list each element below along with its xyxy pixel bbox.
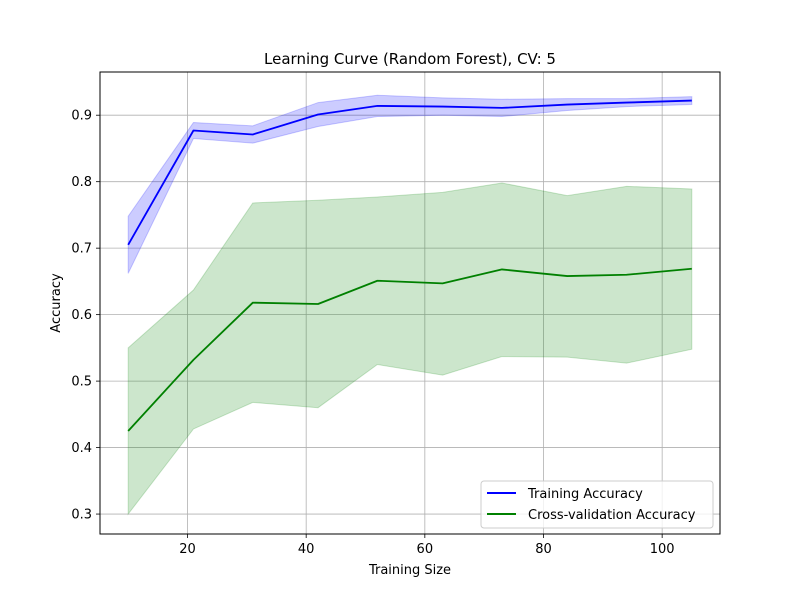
x-tick-label: 80 bbox=[535, 542, 552, 557]
legend-label-cv: Cross-validation Accuracy bbox=[528, 508, 696, 523]
plot-background bbox=[100, 72, 720, 534]
y-tick-label: 0.7 bbox=[71, 242, 92, 257]
x-axis-label: Training Size bbox=[368, 563, 451, 578]
y-tick-label: 0.3 bbox=[71, 508, 92, 523]
y-ticks: 0.3 0.4 0.5 0.6 0.7 0.8 0.9 bbox=[71, 109, 100, 523]
x-tick-label: 20 bbox=[179, 542, 196, 557]
plot-frame bbox=[99, 71, 721, 535]
x-tick-label: 100 bbox=[650, 542, 675, 557]
y-axis-label: Accuracy bbox=[49, 273, 64, 333]
x-tick-label: 60 bbox=[417, 542, 434, 557]
axes bbox=[99, 71, 721, 535]
training-std-band bbox=[127, 94, 693, 274]
training-accuracy-line bbox=[127, 99, 692, 246]
cross-validation-accuracy-line bbox=[127, 267, 692, 432]
grid-lines bbox=[100, 72, 720, 534]
y-tick-label: 0.6 bbox=[71, 308, 92, 323]
series-lines bbox=[127, 99, 692, 432]
y-tick-label: 0.5 bbox=[71, 375, 92, 390]
legend: Training Accuracy Cross-validation Accur… bbox=[480, 480, 714, 529]
legend-box bbox=[480, 480, 714, 529]
cross-validation-std-band bbox=[127, 182, 693, 516]
y-tick-label: 0.9 bbox=[71, 109, 92, 124]
legend-label-training: Training Accuracy bbox=[527, 487, 643, 502]
y-tick-label: 0.4 bbox=[71, 441, 92, 456]
chart-title: Learning Curve (Random Forest), CV: 5 bbox=[264, 50, 556, 68]
x-tick-label: 40 bbox=[298, 542, 315, 557]
y-tick-label: 0.8 bbox=[71, 175, 92, 190]
plot-area bbox=[100, 72, 720, 534]
x-ticks: 20 40 60 80 100 bbox=[179, 534, 675, 557]
confidence-bands bbox=[127, 94, 693, 516]
